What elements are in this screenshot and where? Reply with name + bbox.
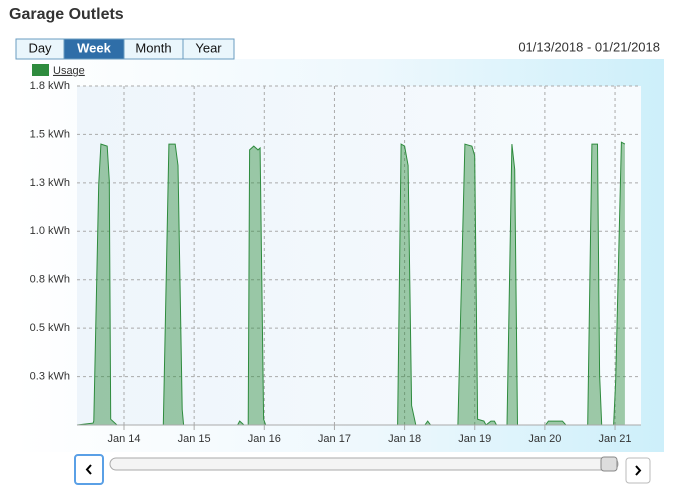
tab-label[interactable]: Month [135,40,171,55]
x-tick-label: Jan 15 [178,433,211,445]
legend-swatch[interactable] [32,64,49,76]
legend: Usage [32,64,85,77]
x-tick-label: Jan 16 [248,433,281,445]
scroll-track[interactable] [109,457,619,471]
y-tick-label: 1.5 kWh [30,128,70,140]
tab-label[interactable]: Year [195,40,222,55]
y-tick-label: 0.5 kWh [30,322,70,334]
scroll-right-button[interactable] [625,457,651,484]
x-tick-label: Jan 19 [458,433,491,445]
plot-area [77,86,641,425]
scroll-left-button[interactable] [74,454,104,485]
tab-label[interactable]: Week [77,40,111,55]
area [77,142,625,425]
x-tick-label: Jan 14 [107,433,140,445]
x-tick-label: Jan 21 [599,433,632,445]
y-tick-label: 0.3 kWh [30,370,70,382]
x-tick-label: Jan 17 [318,433,351,445]
x-tick-label: Jan 20 [528,433,561,445]
legend-label[interactable]: Usage [53,65,85,77]
scroll-handle[interactable] [600,456,618,472]
x-tick-label: Jan 18 [388,433,421,445]
tab[interactable] [182,38,235,60]
grid: 0.3 kWh 0.5 kWh 0.8 kWh 1.0 kWh 1.3 kWh 1.5 k… [30,80,641,445]
date-range: 01/13/2018 - 01/21/2018 [518,39,660,54]
tab-label[interactable]: Day [28,40,52,55]
right-arrow-icon [635,465,642,476]
left-arrow-icon [85,464,92,475]
y-tick-label: 1.0 kWh [30,225,70,237]
y-tick-label: 0.8 kWh [30,274,70,286]
page-title: Garage Outlets [9,6,124,23]
y-tick-label: 1.3 kWh [30,177,70,189]
y-tick-label: 1.8 kWh [30,80,70,92]
tab-bar: Day Week Month Year [15,38,235,60]
